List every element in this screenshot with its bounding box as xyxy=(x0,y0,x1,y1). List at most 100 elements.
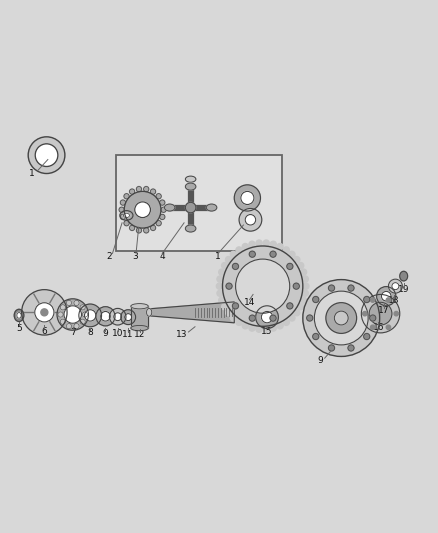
Circle shape xyxy=(394,311,399,316)
Circle shape xyxy=(263,326,269,332)
Circle shape xyxy=(270,315,276,321)
Circle shape xyxy=(150,189,155,194)
Circle shape xyxy=(303,280,380,357)
Ellipse shape xyxy=(400,271,408,281)
Circle shape xyxy=(302,276,308,282)
Circle shape xyxy=(328,285,335,291)
Circle shape xyxy=(389,279,403,293)
Ellipse shape xyxy=(185,225,196,232)
Text: 4: 4 xyxy=(159,252,165,261)
Circle shape xyxy=(28,137,65,174)
Circle shape xyxy=(96,306,115,326)
Ellipse shape xyxy=(17,312,21,318)
Circle shape xyxy=(74,324,79,329)
Circle shape xyxy=(348,345,354,351)
Circle shape xyxy=(160,200,165,205)
Circle shape xyxy=(289,315,295,321)
Circle shape xyxy=(287,263,293,270)
Circle shape xyxy=(236,259,290,313)
Ellipse shape xyxy=(164,204,175,211)
Text: 3: 3 xyxy=(132,252,138,261)
Text: 1: 1 xyxy=(215,252,221,261)
Circle shape xyxy=(300,269,307,275)
Circle shape xyxy=(226,256,232,263)
Circle shape xyxy=(80,305,85,310)
Text: 15: 15 xyxy=(261,327,273,336)
Text: 18: 18 xyxy=(388,296,399,305)
Circle shape xyxy=(302,290,308,296)
Ellipse shape xyxy=(185,183,196,190)
Circle shape xyxy=(263,240,269,246)
Text: 2: 2 xyxy=(106,252,112,261)
Circle shape xyxy=(64,306,81,323)
Circle shape xyxy=(144,187,149,192)
Circle shape xyxy=(66,300,71,305)
Circle shape xyxy=(236,247,242,253)
Circle shape xyxy=(160,214,165,220)
Circle shape xyxy=(150,225,155,230)
Circle shape xyxy=(82,312,88,317)
Circle shape xyxy=(293,283,299,289)
Circle shape xyxy=(239,208,262,231)
Circle shape xyxy=(121,310,136,325)
Circle shape xyxy=(256,306,279,328)
Circle shape xyxy=(119,207,124,212)
Circle shape xyxy=(363,311,367,316)
Circle shape xyxy=(101,311,110,321)
Circle shape xyxy=(57,299,88,330)
Bar xyxy=(117,155,283,251)
Circle shape xyxy=(110,309,126,325)
Circle shape xyxy=(80,319,85,325)
Circle shape xyxy=(303,283,309,289)
Ellipse shape xyxy=(124,213,130,217)
Circle shape xyxy=(386,298,391,302)
Circle shape xyxy=(79,304,102,327)
Circle shape xyxy=(226,310,232,316)
Circle shape xyxy=(261,311,273,323)
Circle shape xyxy=(287,303,293,309)
Circle shape xyxy=(60,319,65,325)
Circle shape xyxy=(223,246,303,326)
Bar xyxy=(131,306,148,328)
Circle shape xyxy=(144,228,149,233)
Circle shape xyxy=(161,207,166,212)
Circle shape xyxy=(377,287,396,306)
Circle shape xyxy=(364,296,370,303)
Text: 5: 5 xyxy=(16,324,22,333)
Text: 16: 16 xyxy=(373,323,384,332)
Circle shape xyxy=(314,291,368,345)
Circle shape xyxy=(283,319,290,325)
Circle shape xyxy=(60,305,65,310)
Circle shape xyxy=(241,191,254,205)
Circle shape xyxy=(307,315,313,321)
Circle shape xyxy=(326,303,357,333)
Circle shape xyxy=(313,296,319,303)
Circle shape xyxy=(217,276,223,282)
Circle shape xyxy=(270,325,276,331)
Circle shape xyxy=(233,303,239,309)
Ellipse shape xyxy=(206,204,217,211)
Circle shape xyxy=(217,290,223,296)
Circle shape xyxy=(249,325,255,331)
Circle shape xyxy=(392,282,399,289)
Circle shape xyxy=(245,215,256,225)
Circle shape xyxy=(66,324,71,329)
Circle shape xyxy=(277,322,283,329)
Circle shape xyxy=(256,240,262,246)
Circle shape xyxy=(120,214,126,220)
Circle shape xyxy=(242,244,248,249)
Text: 10: 10 xyxy=(112,329,124,338)
Circle shape xyxy=(270,241,276,247)
Circle shape xyxy=(222,304,228,310)
Circle shape xyxy=(222,263,228,269)
Circle shape xyxy=(371,298,375,302)
Circle shape xyxy=(370,315,376,321)
Circle shape xyxy=(21,289,67,335)
Circle shape xyxy=(236,319,242,325)
Circle shape xyxy=(297,263,304,269)
Text: 12: 12 xyxy=(134,330,145,339)
Text: 11: 11 xyxy=(123,330,134,338)
Circle shape xyxy=(234,185,261,211)
Circle shape xyxy=(74,300,79,305)
Circle shape xyxy=(256,326,262,332)
